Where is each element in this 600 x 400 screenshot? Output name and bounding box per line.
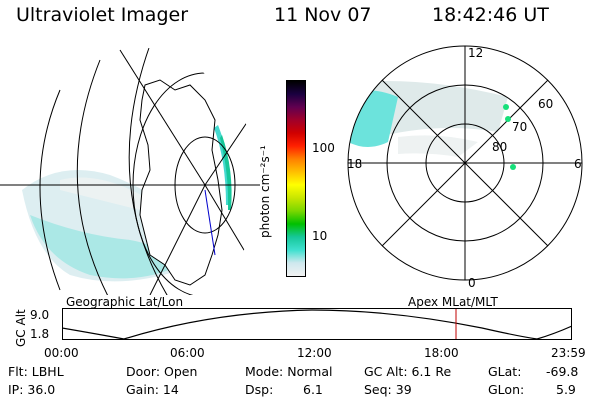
polar-lat-70: 70	[512, 120, 528, 134]
door-info: Door: Open	[126, 364, 198, 379]
polar-label-top: 12	[468, 46, 484, 60]
glon-value: 5.9	[556, 382, 576, 397]
polar-lat-80: 80	[492, 140, 508, 154]
glat-value: -69.8	[546, 364, 579, 379]
timeline-xtick-0600: 06:00	[170, 346, 205, 360]
timeline-ytick-high: 9.0	[30, 308, 50, 322]
geographic-map	[0, 45, 260, 295]
timeline-ylabel: GC Alt	[14, 309, 28, 347]
polar-label-right: 6	[574, 157, 582, 171]
dsp-value: 6.1	[303, 382, 323, 397]
caption-apex: Apex MLat/MLT	[408, 295, 498, 309]
colorbar-unit-label: photon cm⁻²s⁻¹	[258, 145, 272, 238]
colorbar-tick-100: 100	[312, 141, 335, 155]
gain-info: Gain: 14	[126, 382, 179, 397]
mode-info: Mode: Normal	[245, 364, 333, 379]
timeline-xtick-1800: 18:00	[424, 346, 459, 360]
dsp-label: Dsp:	[245, 382, 274, 397]
timeline-xtick-0000: 00:00	[44, 346, 79, 360]
filter-info: Flt: LBHL	[8, 364, 64, 379]
timeline-ytick-low: 1.8	[30, 327, 50, 341]
polar-lat-60: 60	[538, 97, 554, 111]
ip-info: IP: 36.0	[8, 382, 56, 397]
polar-plot	[347, 45, 583, 281]
caption-geographic: Geographic Lat/Lon	[66, 295, 184, 309]
gc-alt-info: GC Alt: 6.1 Re	[364, 364, 452, 379]
timeline-xtick-1200: 12:00	[297, 346, 332, 360]
date-label: 11 Nov 07	[274, 4, 372, 26]
seq-info: Seq: 39	[364, 382, 412, 397]
polar-label-bottom: 0	[468, 276, 476, 290]
instrument-title: Ultraviolet Imager	[16, 4, 189, 26]
timeline-xtick-2359: 23:59	[551, 346, 586, 360]
glat-label: GLat:	[488, 364, 522, 379]
colorbar-gradient	[286, 80, 306, 277]
glon-label: GLon:	[488, 382, 525, 397]
time-label: 18:42:46 UT	[432, 4, 549, 26]
colorbar-tick-10: 10	[312, 229, 328, 243]
polar-label-left: 18	[347, 157, 363, 171]
timeline-plot	[62, 308, 572, 340]
colorbar	[286, 80, 306, 277]
